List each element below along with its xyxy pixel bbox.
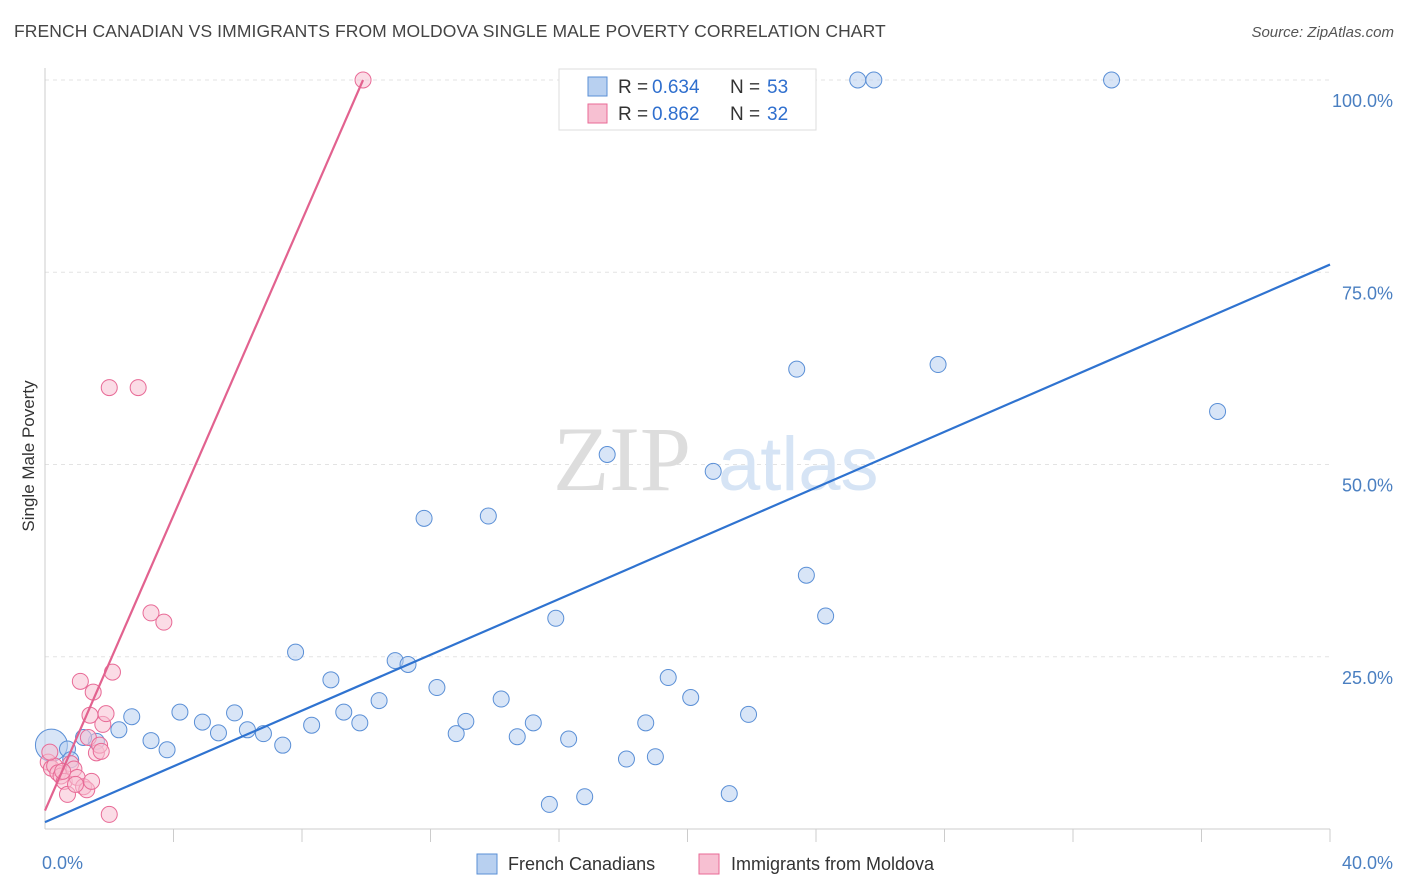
point-moldova xyxy=(71,672,89,690)
point-french-canadians xyxy=(817,607,835,625)
legend-r-label-1: R = xyxy=(618,77,648,98)
watermark-zip: ZIP xyxy=(553,408,691,510)
point-french-canadians xyxy=(274,736,292,754)
point-french-canadians xyxy=(123,708,141,726)
legend-r-value-1: 0.634 xyxy=(652,77,700,98)
x-tick-marks xyxy=(173,829,1331,842)
y-axis-label: Single Male Poverty xyxy=(19,380,38,532)
bottom-legend-label-french-canadians: French Canadians xyxy=(508,854,655,874)
watermark: ZIP atlas xyxy=(553,408,879,510)
point-french-canadians xyxy=(287,643,305,661)
point-french-canadians xyxy=(849,71,867,89)
point-french-canadians xyxy=(415,509,433,527)
point-french-canadians xyxy=(740,705,758,723)
point-french-canadians xyxy=(788,360,806,378)
trend-line-french-canadians xyxy=(44,263,1331,824)
source-label: Source: ZipAtlas.com xyxy=(1251,24,1394,41)
x-tick-label-max: 40.0% xyxy=(1342,853,1393,873)
point-french-canadians xyxy=(322,671,340,689)
y-tick-label: 75.0% xyxy=(1342,283,1393,303)
legend-r-label-2: R = xyxy=(618,104,648,125)
point-french-canadians xyxy=(428,679,446,697)
point-french-canadians xyxy=(335,703,353,721)
legend-swatch-french-canadians xyxy=(587,76,608,97)
point-french-canadians xyxy=(540,795,558,813)
chart-title: FRENCH CANADIAN VS IMMIGRANTS FROM MOLDO… xyxy=(14,21,886,41)
point-french-canadians xyxy=(158,741,176,759)
watermark-atlas: atlas xyxy=(718,422,879,507)
point-french-canadians xyxy=(1209,402,1227,420)
legend-r-value-2: 0.862 xyxy=(652,104,700,125)
point-moldova xyxy=(129,379,147,397)
point-moldova xyxy=(100,379,118,397)
point-moldova xyxy=(155,613,173,631)
point-french-canadians xyxy=(598,446,616,464)
bottom-legend-label-moldova: Immigrants from Moldova xyxy=(731,854,935,874)
legend-swatch-moldova xyxy=(587,103,608,124)
point-french-canadians xyxy=(193,713,211,731)
point-moldova xyxy=(92,742,110,760)
point-moldova xyxy=(67,775,85,793)
point-moldova xyxy=(83,772,101,790)
point-moldova xyxy=(100,805,118,823)
point-french-canadians xyxy=(646,748,664,766)
legend-n-value-2: 32 xyxy=(767,104,788,125)
point-moldova xyxy=(142,604,160,622)
point-french-canadians xyxy=(508,728,526,746)
legend-n-label-2: N = xyxy=(730,104,760,125)
point-french-canadians xyxy=(617,750,635,768)
point-french-canadians xyxy=(576,788,594,806)
point-french-canadians xyxy=(547,609,565,627)
legend-n-value-1: 53 xyxy=(767,77,788,98)
point-french-canadians xyxy=(303,716,321,734)
point-french-canadians xyxy=(171,703,189,721)
point-french-canadians xyxy=(142,732,160,750)
point-french-canadians xyxy=(1103,71,1121,89)
point-french-canadians xyxy=(492,690,510,708)
legend-box: R = 0.634 N = 53 R = 0.862 N = 32 xyxy=(558,68,817,131)
point-french-canadians xyxy=(226,704,244,722)
point-french-canadians xyxy=(637,714,655,732)
y-tick-label: 25.0% xyxy=(1342,668,1393,688)
point-french-canadians xyxy=(720,785,738,803)
bottom-legend-swatch-french-canadians xyxy=(476,853,498,875)
point-french-canadians xyxy=(209,724,227,742)
trend-line-moldova xyxy=(43,79,365,811)
point-french-canadians xyxy=(797,566,815,584)
point-moldova xyxy=(41,743,59,761)
point-french-canadians xyxy=(457,712,475,730)
point-french-canadians xyxy=(682,689,700,707)
bottom-legend: French Canadians Immigrants from Moldova xyxy=(476,853,935,875)
trend-lines xyxy=(43,79,1331,824)
y-tick-label: 50.0% xyxy=(1342,476,1393,496)
point-french-canadians xyxy=(659,669,677,687)
point-french-canadians xyxy=(865,71,883,89)
y-tick-label: 100.0% xyxy=(1332,91,1393,111)
point-french-canadians xyxy=(370,692,388,710)
point-french-canadians xyxy=(704,462,722,480)
point-french-canadians xyxy=(110,721,128,739)
series-moldova-points xyxy=(39,71,372,823)
legend-n-label-1: N = xyxy=(730,77,760,98)
point-french-canadians xyxy=(524,714,542,732)
point-french-canadians xyxy=(447,725,465,743)
point-french-canadians xyxy=(351,714,369,732)
point-moldova xyxy=(97,705,115,723)
point-french-canadians xyxy=(479,507,497,525)
bottom-legend-swatch-moldova xyxy=(698,853,720,875)
point-french-canadians xyxy=(929,356,947,374)
point-french-canadians xyxy=(560,730,578,748)
x-tick-label-min: 0.0% xyxy=(42,853,83,873)
y-tick-labels: 25.0% 50.0% 75.0% 100.0% xyxy=(1332,91,1393,688)
